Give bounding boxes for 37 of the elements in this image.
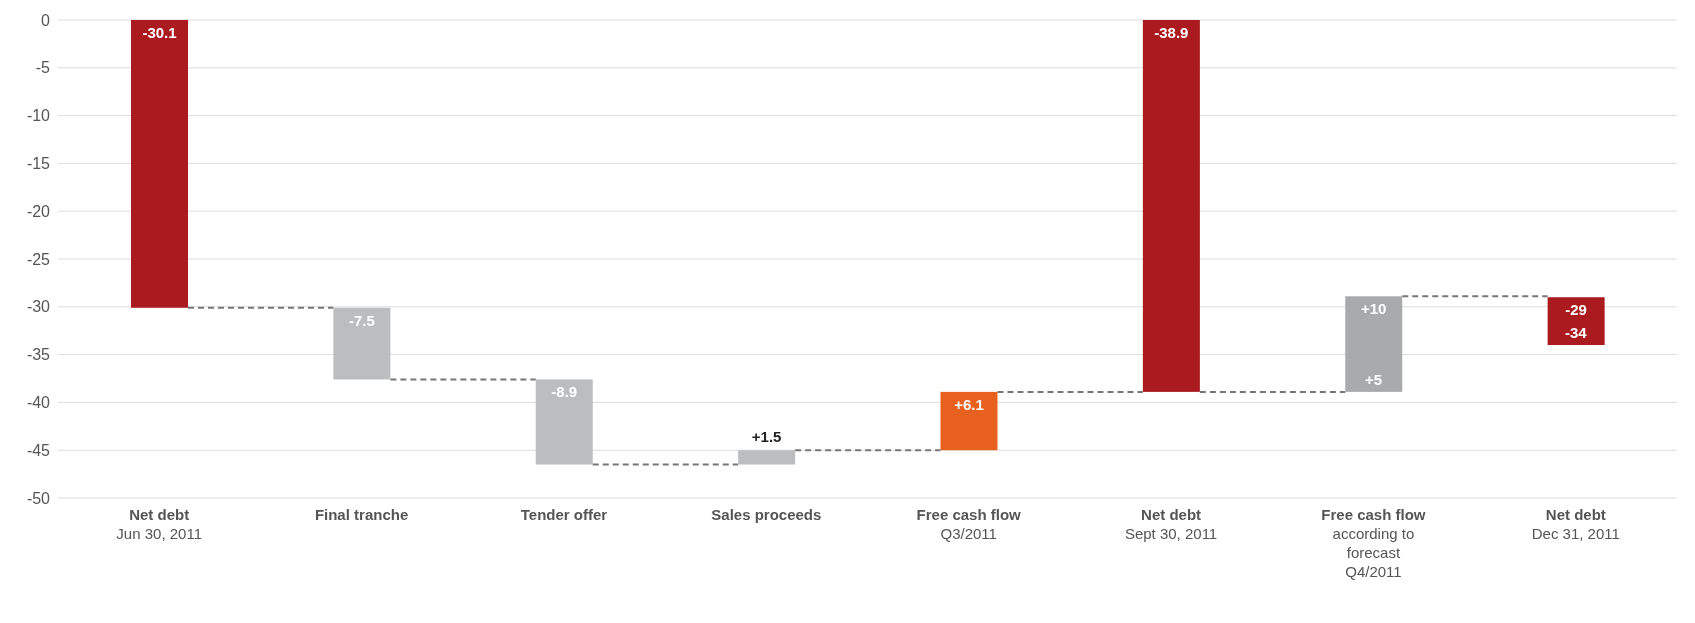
x-tick-label: Free cash flow according to forecast Q4/2011 [1321,506,1426,580]
x-tick-label: Free cash flow Q3/2011 [916,506,1022,542]
y-tick-label: -15 [26,155,51,173]
x-tick-label: Net debt Dec 31, 2011 [1531,506,1620,542]
bar [535,379,593,465]
data-label: +10 [1361,300,1387,318]
data-label: +1.5 [751,428,782,446]
x-tick-label: Sales proceeds [711,506,822,523]
data-label: -7.5 [348,311,375,329]
y-tick-label: -40 [26,394,51,412]
x-tick-label: Tender offer [520,506,608,523]
annotation: +5 [1364,370,1382,388]
y-tick-label: -35 [26,346,51,364]
bar [333,307,391,380]
y-tick-label: -5 [35,59,51,77]
x-tick-label: Final tranche [314,506,409,523]
y-tick-label: 0 [41,11,51,29]
data-label: -8.9 [551,383,578,401]
y-tick-label: -20 [26,202,51,220]
annotation: -34 [1564,324,1588,342]
data-label: -29 [1565,301,1587,319]
bar [1547,297,1605,346]
x-tick-label: Net debt Jun 30, 2011 [116,506,203,542]
data-label: -30.1 [142,24,177,41]
data-label: -38.9 [1154,24,1189,41]
bar [1142,20,1200,392]
y-tick-label: -10 [26,107,51,125]
x-tick-label: Net debt Sept 30, 2011 [1124,506,1218,542]
y-tick-label: -50 [26,489,51,507]
bar [940,391,998,451]
bar [131,20,188,308]
y-tick-label: -30 [26,298,51,316]
y-tick-label: -45 [26,441,51,459]
y-tick-label: -25 [26,250,51,268]
bar [1345,296,1403,392]
data-label: +6.1 [954,395,984,413]
bar [738,450,796,465]
